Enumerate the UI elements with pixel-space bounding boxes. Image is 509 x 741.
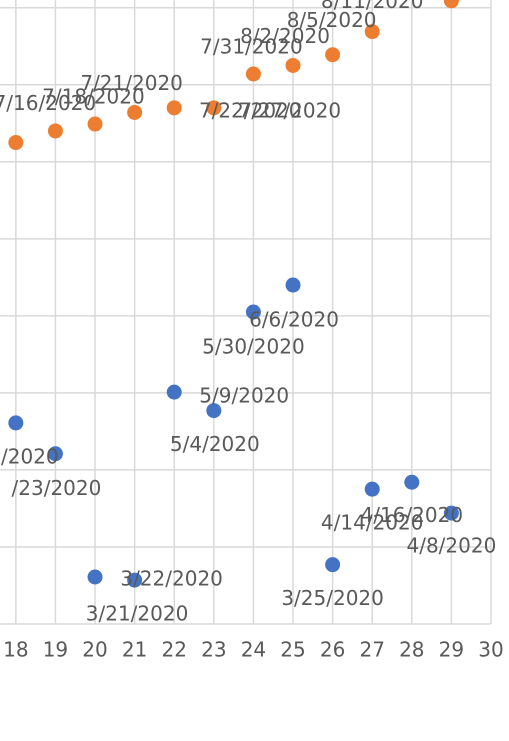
- data-label: 6/6/2020: [249, 308, 339, 332]
- data-label: /23/2020: [12, 476, 102, 500]
- point: [8, 415, 24, 431]
- point: [404, 474, 420, 490]
- x-tick-label: 18: [3, 638, 28, 662]
- labels: 18 19 20 21 22 23 24 25 26 27 28 29 30 7/16/20207/18/…: [0, 0, 504, 662]
- x-tick-label: 27: [359, 638, 384, 662]
- x-tick-label: 23: [201, 638, 226, 662]
- data-label: 5/30/2020: [202, 335, 305, 359]
- point: [325, 47, 341, 63]
- point: [245, 304, 261, 320]
- point: [47, 123, 63, 139]
- data-label: 8/11/2020: [321, 0, 424, 13]
- point: [206, 403, 222, 419]
- point: [127, 104, 143, 120]
- point: [364, 481, 380, 497]
- point: [87, 116, 103, 132]
- data-label: 5/9/2020: [199, 384, 289, 408]
- point: [166, 384, 182, 400]
- point: [87, 569, 103, 585]
- x-tick-label: 22: [161, 638, 186, 662]
- data-label: 3/21/2020: [86, 602, 189, 626]
- data-label: 4/8/2020: [406, 534, 496, 558]
- point: [47, 446, 63, 462]
- point: [443, 505, 459, 521]
- data-label: 3/22/2020: [120, 567, 223, 591]
- x-tick-label: 30: [478, 638, 503, 662]
- point: [127, 572, 143, 588]
- data-label: 5/4/2020: [170, 432, 260, 456]
- x-tick-label: 29: [439, 638, 464, 662]
- grid: [0, 0, 492, 625]
- point: [285, 277, 301, 293]
- data-label: 7/18/2020: [42, 84, 145, 108]
- point: [325, 557, 341, 573]
- data-label: 7/27/2020: [239, 98, 342, 122]
- data-label: 8/5/2020: [287, 8, 377, 32]
- data-label: 4/14/2020: [321, 511, 424, 535]
- x-tick-label: 28: [399, 638, 424, 662]
- x-tick-label: 25: [280, 638, 305, 662]
- point: [206, 100, 222, 116]
- marks: [8, 0, 459, 588]
- x-tick-label: 19: [43, 638, 68, 662]
- x-tick-label: 24: [241, 638, 266, 662]
- data-label: 4/16/2020: [361, 503, 464, 527]
- x-tick-label: 26: [320, 638, 345, 662]
- data-label: /2020: [1, 444, 59, 468]
- data-label: 7/22/2020: [199, 98, 302, 122]
- data-label: 7/16/2020: [0, 91, 96, 115]
- data-label: 3/25/2020: [281, 586, 384, 610]
- point: [245, 66, 261, 82]
- point: [285, 57, 301, 73]
- data-label: 8/2/2020: [240, 24, 330, 48]
- x-tick-label: 20: [82, 638, 107, 662]
- point: [364, 24, 380, 40]
- x-tick-label: 21: [122, 638, 147, 662]
- data-label: 7/21/2020: [80, 71, 183, 95]
- point: [8, 135, 24, 151]
- point: [166, 100, 182, 116]
- data-label: 7/31/2020: [200, 34, 303, 58]
- point: [443, 0, 459, 9]
